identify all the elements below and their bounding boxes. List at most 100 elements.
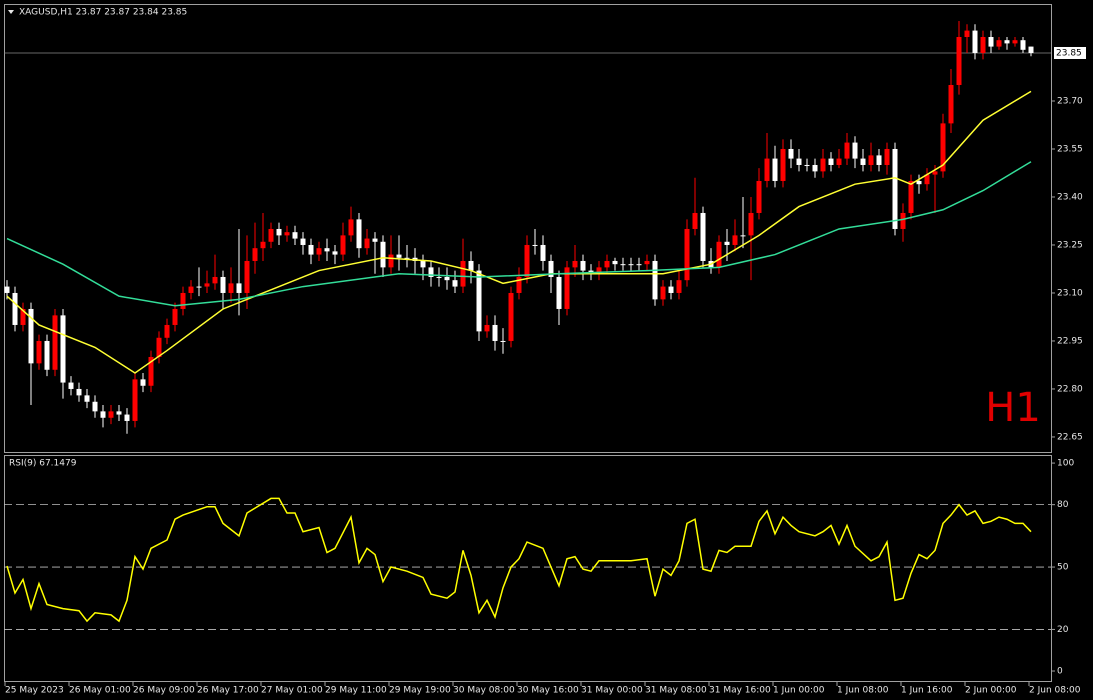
candle-body — [252, 248, 258, 261]
candle-body — [940, 123, 946, 172]
x-tick-label: 31 May 00:00 — [581, 686, 643, 696]
candle-body — [636, 264, 642, 266]
candle-body — [12, 292, 18, 325]
candle-body — [444, 276, 450, 281]
line-series — [6, 90, 1032, 374]
y-tick-label: 80 — [1057, 500, 1069, 510]
candle-body — [4, 286, 10, 293]
candle-body — [476, 270, 482, 332]
candle-body — [948, 84, 954, 124]
candle-body — [956, 36, 962, 85]
candle-body — [60, 315, 66, 383]
candle-body — [52, 315, 58, 370]
candle-body — [924, 174, 930, 185]
candle-body — [732, 235, 738, 245]
y-tick-label: 22.65 — [1057, 432, 1083, 442]
candle-body — [516, 276, 522, 293]
x-tick-label: 1 Jun 16:00 — [901, 686, 953, 696]
candle-body — [484, 324, 490, 332]
candle-body — [692, 212, 698, 229]
candle-body — [308, 244, 314, 255]
y-tick-label: 20 — [1057, 625, 1069, 635]
candle-body — [292, 232, 298, 239]
candle-body — [892, 148, 898, 229]
candle-body — [372, 238, 378, 242]
candle-body — [84, 395, 90, 402]
candle-body — [460, 260, 466, 287]
candle-body — [700, 212, 706, 261]
candle-body — [356, 219, 362, 249]
candle-body — [652, 260, 658, 300]
candle-body — [508, 292, 514, 341]
candle-body — [684, 228, 690, 281]
candle-body — [156, 337, 162, 357]
candle-body — [580, 260, 586, 271]
x-tick-label: 29 May 11:00 — [325, 686, 387, 696]
x-tick-label: 31 May 16:00 — [709, 686, 771, 696]
candle-body — [828, 158, 834, 165]
candle-body — [1012, 40, 1018, 44]
x-tick-label: 1 Jun 08:00 — [837, 686, 889, 696]
y-tick-label: 23.25 — [1057, 240, 1083, 250]
candle-body — [532, 244, 538, 246]
line-series — [6, 497, 1032, 623]
candle-body — [172, 308, 178, 325]
candle-body — [388, 254, 394, 268]
candle-body — [836, 158, 842, 165]
candle-body — [164, 324, 170, 338]
candle-body — [428, 267, 434, 277]
candle-body — [260, 241, 266, 249]
candle-body — [628, 264, 634, 266]
candle-body — [788, 148, 794, 159]
candle-body — [884, 148, 890, 165]
candle-body — [980, 36, 986, 53]
candle-body — [196, 286, 202, 288]
menu-arrow[interactable] — [8, 10, 14, 14]
candle-body — [612, 260, 618, 265]
candle-body — [244, 260, 250, 293]
candle-body — [572, 260, 578, 268]
candle-body — [28, 308, 34, 364]
candle-body — [724, 241, 730, 245]
y-tick-label: 23.40 — [1057, 192, 1083, 202]
candle-body — [644, 260, 650, 265]
line-series — [6, 161, 1032, 307]
candle-body — [596, 267, 602, 274]
x-tick-label: 2 Jun 00:00 — [965, 686, 1017, 696]
candle-body — [972, 30, 978, 53]
candle-body — [468, 260, 474, 271]
candle-body — [236, 283, 242, 293]
candle-body — [876, 155, 882, 165]
candle-body — [908, 180, 914, 213]
x-tick-label: 25 May 2023 — [5, 686, 64, 696]
candle-body — [524, 244, 530, 277]
candle-body — [124, 414, 130, 421]
candle-body — [844, 142, 850, 159]
candle-body — [764, 158, 770, 181]
candle-body — [964, 30, 970, 37]
candle-body — [756, 180, 762, 213]
price-panel — [4, 4, 1052, 453]
candle-body — [44, 340, 50, 370]
candle-body — [116, 411, 122, 415]
y-tick-label: 22.95 — [1057, 336, 1083, 346]
candle-body — [132, 379, 138, 421]
rsi-title: RSI(9) 67.1479 — [9, 459, 77, 469]
y-tick-label: 23.55 — [1057, 144, 1083, 154]
candle-body — [420, 260, 426, 268]
candle-body — [100, 411, 106, 418]
candle-body — [716, 241, 722, 268]
candle-body — [436, 276, 442, 278]
y-tick-label: 100 — [1057, 459, 1074, 469]
x-tick-label: 29 May 19:00 — [389, 686, 451, 696]
candle-body — [492, 324, 498, 341]
candle-body — [76, 388, 82, 396]
candle-body — [812, 164, 818, 172]
candle-body — [804, 164, 810, 166]
y-tick-label: 0 — [1057, 667, 1063, 677]
candle-body — [740, 235, 746, 237]
rsi-panel — [4, 455, 1052, 682]
candle-body — [348, 219, 354, 236]
